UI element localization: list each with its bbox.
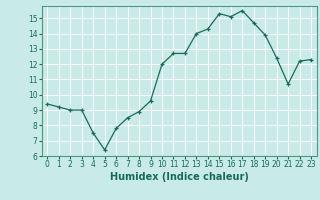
X-axis label: Humidex (Indice chaleur): Humidex (Indice chaleur): [110, 172, 249, 182]
